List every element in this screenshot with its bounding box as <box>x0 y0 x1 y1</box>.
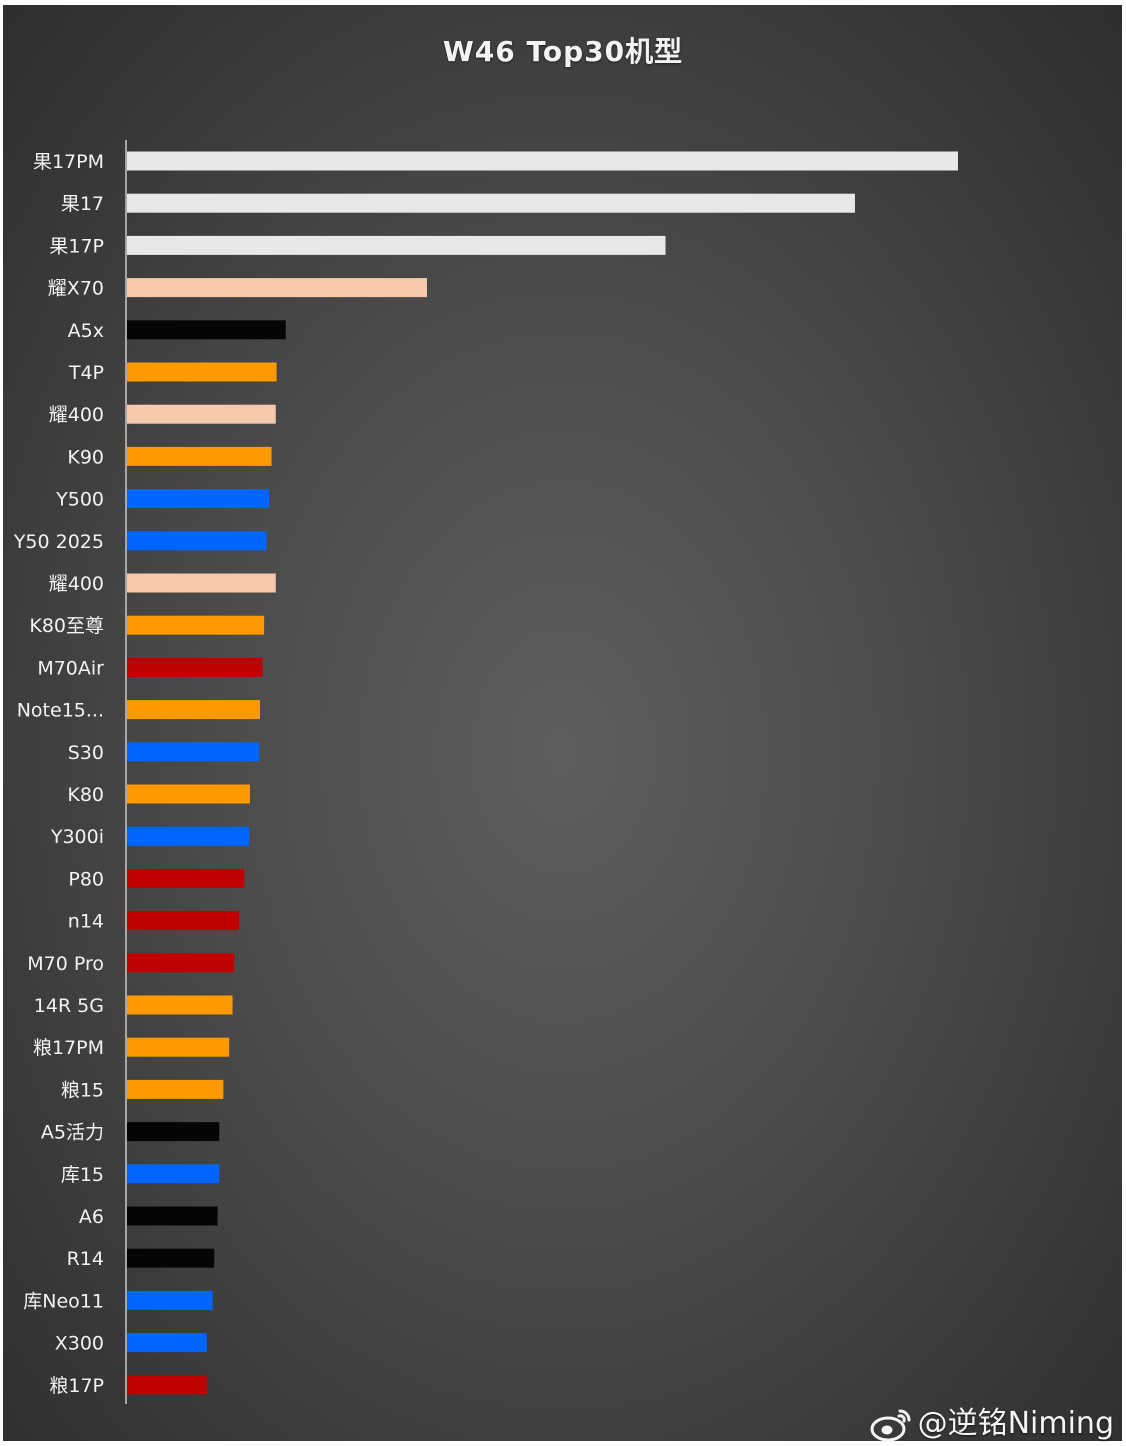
bar <box>127 1164 220 1184</box>
bar <box>127 657 263 677</box>
bar <box>127 1290 213 1310</box>
category-label: 耀X70 <box>48 278 104 300</box>
bar <box>127 784 250 804</box>
bar <box>127 446 272 466</box>
category-label: 粮15 <box>61 1079 104 1101</box>
bar <box>127 573 276 593</box>
category-label: 库Neo11 <box>23 1290 104 1312</box>
category-label: 果17P <box>49 235 104 257</box>
category-label: S30 <box>68 742 104 764</box>
bar <box>127 911 240 931</box>
bar <box>127 1206 218 1226</box>
category-label: Y50 2025 <box>13 531 104 553</box>
category-label: K80至尊 <box>29 615 104 637</box>
bar <box>127 1248 215 1268</box>
category-label: Note15... <box>17 700 104 722</box>
category-label: M70 Pro <box>27 953 104 975</box>
category-label: P80 <box>68 868 104 890</box>
bar <box>127 489 270 509</box>
category-label: A5x <box>68 320 104 342</box>
category-label: Y500 <box>55 489 104 511</box>
bar <box>127 1122 220 1142</box>
bar <box>127 1333 207 1353</box>
category-label: n14 <box>68 911 104 933</box>
category-label: K90 <box>67 446 104 468</box>
bar <box>127 953 235 973</box>
bar <box>127 742 260 762</box>
category-label: R14 <box>67 1248 104 1270</box>
bar <box>127 151 958 171</box>
category-label: 耀400 <box>49 573 104 595</box>
bar <box>127 868 245 888</box>
category-label: 果17PM <box>33 151 104 173</box>
watermark-text: @逆铭Niming <box>917 1406 1114 1441</box>
bar <box>127 362 277 382</box>
category-label: 耀400 <box>49 404 104 426</box>
bar <box>127 615 265 635</box>
category-label: T4P <box>68 362 104 384</box>
category-label: A5活力 <box>41 1122 104 1144</box>
bar <box>127 531 267 551</box>
category-label: K80 <box>67 784 104 806</box>
bar <box>127 700 260 720</box>
bar <box>127 320 286 340</box>
category-label: X300 <box>55 1333 104 1355</box>
bar <box>127 1079 224 1099</box>
category-label: 粮17PM <box>33 1037 104 1059</box>
category-label: 果17 <box>61 193 104 215</box>
chart-title: W46 Top30机型 <box>442 35 684 68</box>
category-label: M70Air <box>37 657 104 679</box>
watermark: @逆铭Niming <box>870 1398 1114 1443</box>
bar <box>127 278 427 298</box>
bar <box>127 404 276 424</box>
category-label: 14R 5G <box>34 995 104 1017</box>
bar <box>127 826 250 846</box>
category-label: A6 <box>79 1206 104 1228</box>
category-label: 粮17P <box>49 1375 104 1397</box>
bar <box>127 1037 230 1057</box>
category-label: Y300i <box>50 826 104 848</box>
bar <box>127 235 666 255</box>
category-label: 库15 <box>61 1164 104 1186</box>
bar <box>127 193 855 213</box>
bar <box>127 1375 207 1395</box>
bar <box>127 995 233 1015</box>
weibo-icon <box>870 1409 911 1441</box>
